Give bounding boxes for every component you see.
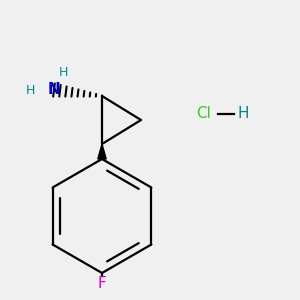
Text: H: H: [237, 106, 249, 122]
Text: Cl: Cl: [196, 106, 211, 122]
Text: H: H: [25, 83, 35, 97]
Polygon shape: [98, 144, 106, 159]
Text: F: F: [98, 276, 106, 291]
Text: N: N: [48, 82, 60, 98]
Text: H: H: [58, 65, 68, 79]
